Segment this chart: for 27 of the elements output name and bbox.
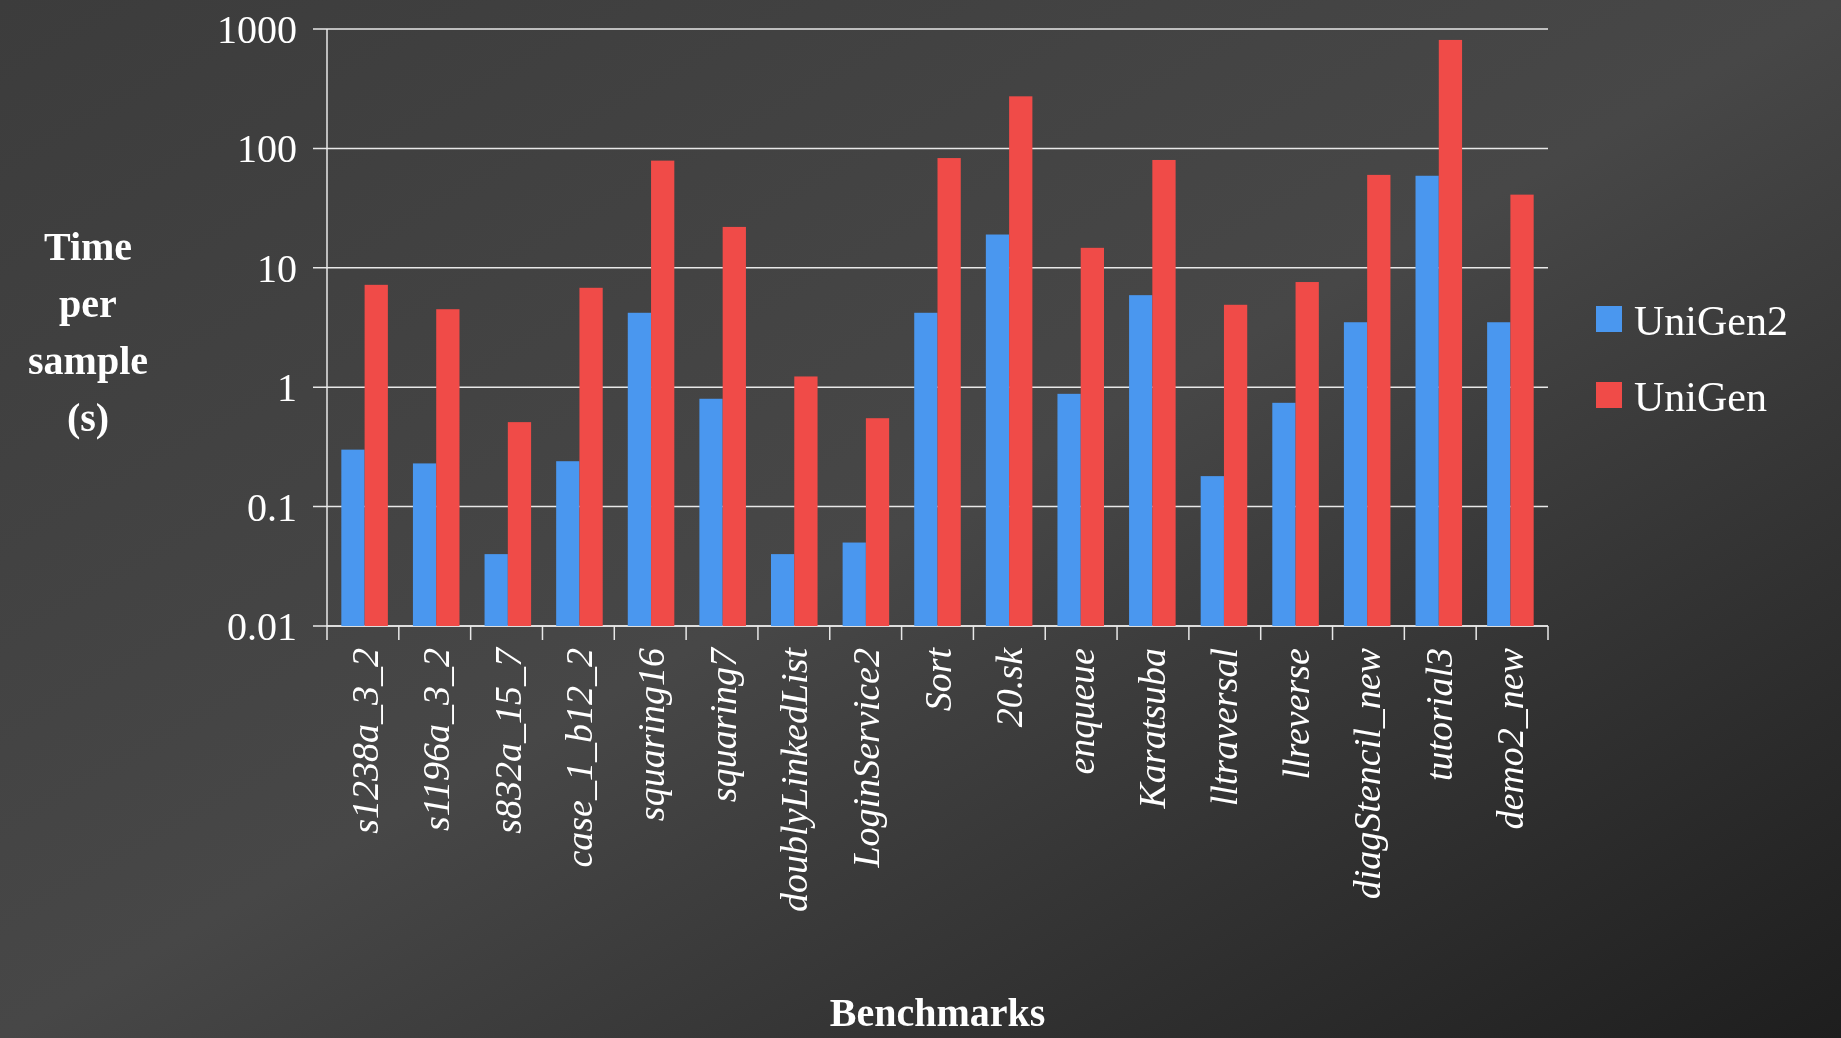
legend-label: UniGen2 [1634,297,1788,344]
x-tick-label: s1196a_3_2 [415,648,458,831]
x-tick-label: Sort [916,646,959,712]
y-tick-label: 0.1 [247,484,297,530]
x-tick-label: doublyLinkedList [773,646,816,912]
y-tick-label: 1 [277,365,297,411]
x-axis-title: Benchmarks [829,990,1046,1035]
y-tick-label: 1000 [217,7,297,52]
y-tick-label: 10 [257,245,297,291]
x-tick-label: squaring7 [701,646,744,803]
x-tick-label: llreverse [1274,647,1317,780]
x-tick-label: s832a_15_7 [486,646,529,834]
x-tick-label: Karatsuba [1131,648,1174,810]
y-tick-label: 100 [237,126,297,172]
y-tick-label: 0.01 [227,604,297,649]
x-tick-label: s1238a_3_2 [343,648,386,834]
x-tick-label: squaring16 [630,648,673,822]
x-tick-label: tutorial3 [1417,648,1460,782]
x-tick-label: enqueue [1059,647,1102,775]
x-tick-label: demo2_new [1489,647,1532,830]
x-tick-label: LoginService2 [844,648,887,869]
legend-label: UniGen [1634,373,1767,420]
x-tick-label: case_1_b12_2 [558,648,601,868]
x-tick-label: lltraversal [1202,648,1245,807]
x-tick-label: diagStencil_new [1346,647,1389,900]
y-axis-title: Time per sample (s) [28,224,148,440]
x-tick-label: 20.sk [988,646,1031,728]
